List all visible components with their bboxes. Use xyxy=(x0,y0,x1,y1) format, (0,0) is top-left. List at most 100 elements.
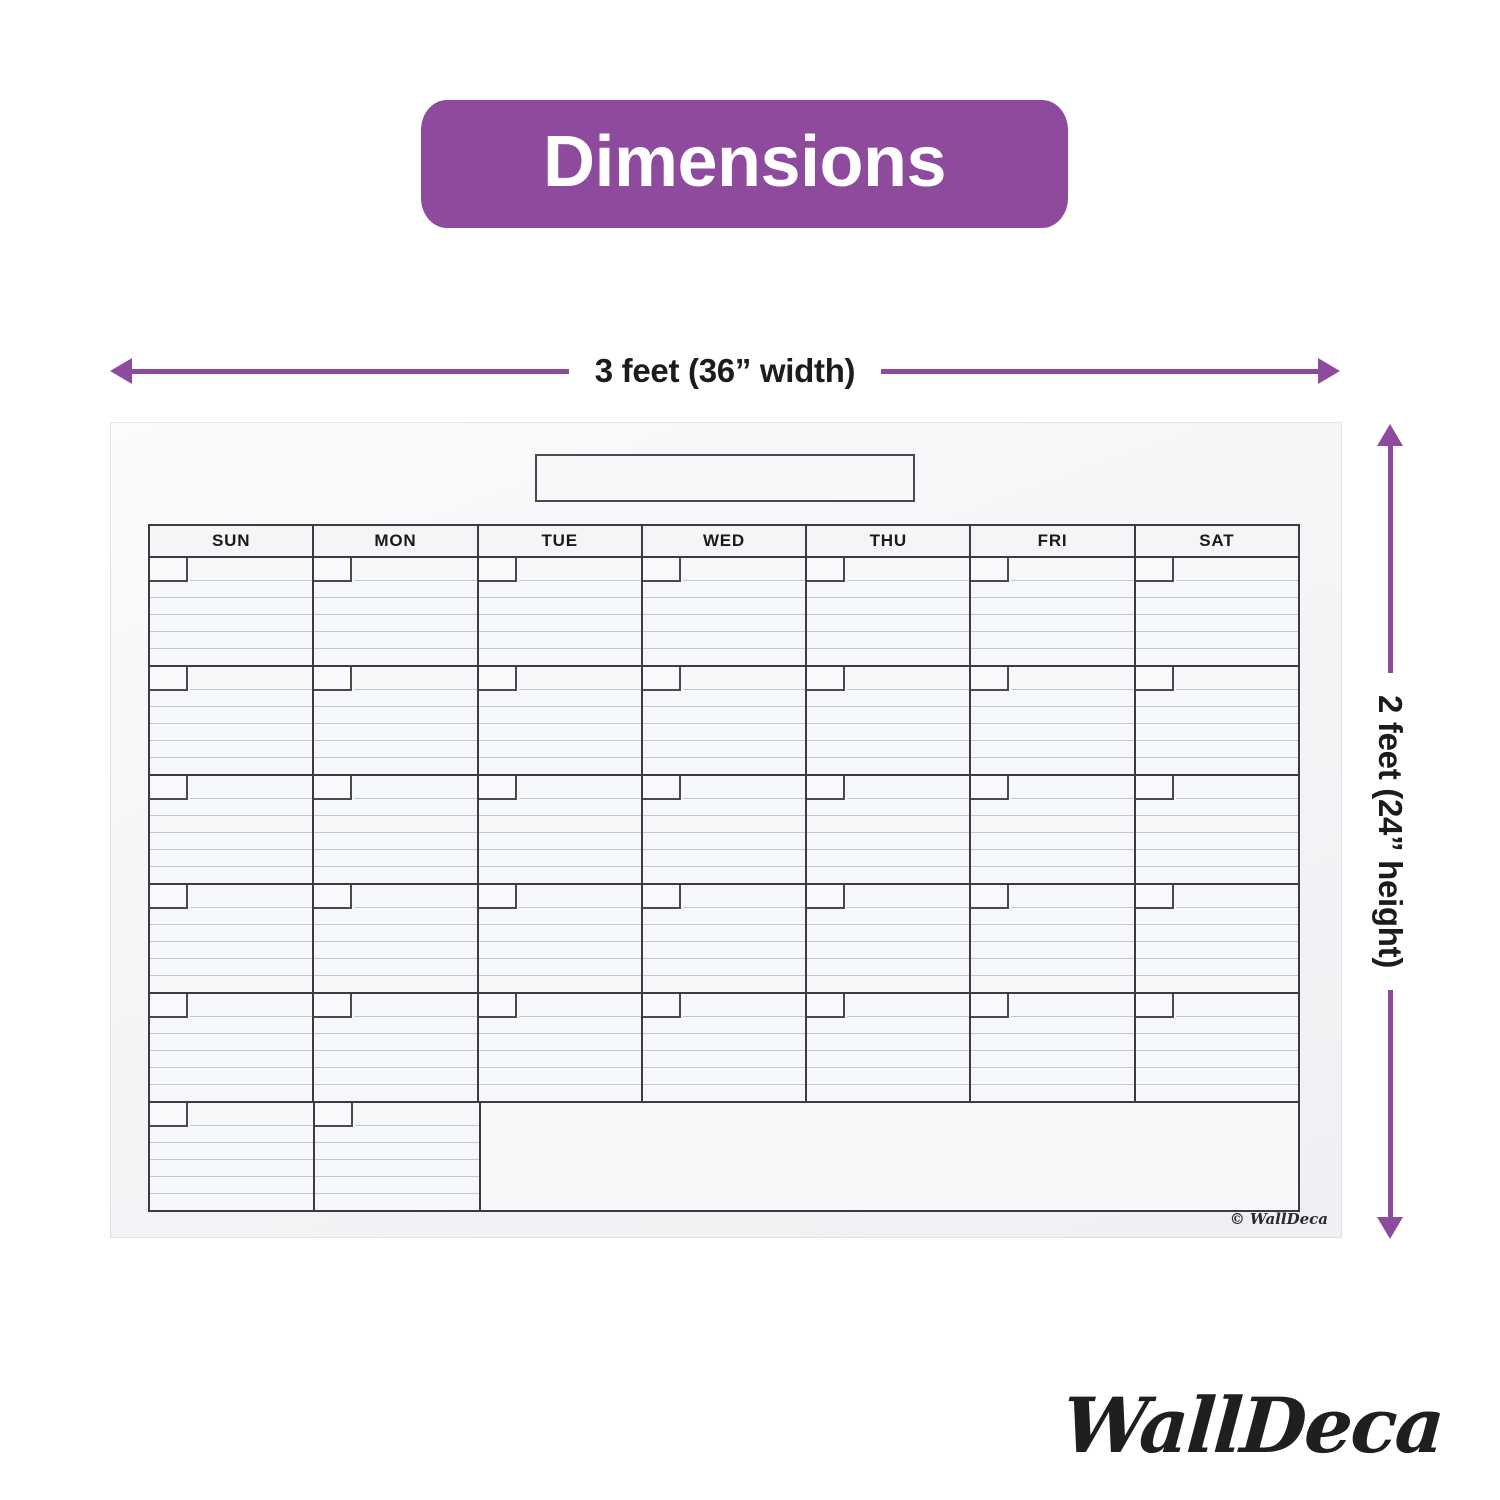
date-number-box[interactable] xyxy=(314,776,353,800)
calendar-day-cell[interactable] xyxy=(314,994,479,1101)
rule-line xyxy=(478,975,641,976)
calendar-day-cell[interactable] xyxy=(807,994,972,1101)
calendar-day-cell[interactable] xyxy=(314,885,479,992)
date-number-box[interactable] xyxy=(807,994,846,1018)
calendar-day-cell[interactable] xyxy=(478,776,643,883)
calendar-day-cell[interactable] xyxy=(1135,667,1298,774)
date-number-box[interactable] xyxy=(478,667,517,691)
rule-line xyxy=(354,689,477,690)
calendar-day-cell[interactable] xyxy=(478,558,643,665)
height-dimension-label: 2 feet (24” height) xyxy=(1372,695,1409,969)
date-number-box[interactable] xyxy=(971,776,1010,800)
calendar-day-cell[interactable] xyxy=(642,776,808,883)
date-number-box[interactable] xyxy=(1135,994,1174,1018)
calendar-product-photo: SUN MON TUE WED THU FRI SAT © WallDeca xyxy=(110,422,1342,1238)
calendar-day-cell[interactable] xyxy=(971,776,1136,883)
date-number-box[interactable] xyxy=(150,667,188,691)
calendar-day-cell[interactable] xyxy=(971,994,1136,1101)
calendar-day-cell[interactable] xyxy=(807,667,972,774)
date-number-box[interactable] xyxy=(150,994,188,1018)
date-number-box[interactable] xyxy=(314,558,353,582)
day-cell-rule-lines xyxy=(315,1103,479,1210)
calendar-day-cell[interactable] xyxy=(150,994,315,1101)
calendar-day-cell[interactable] xyxy=(971,885,1136,992)
calendar-day-cell[interactable] xyxy=(1135,558,1298,665)
date-number-box[interactable] xyxy=(1135,667,1174,691)
date-number-box[interactable] xyxy=(642,885,681,909)
date-number-box[interactable] xyxy=(150,885,188,909)
date-number-box[interactable] xyxy=(314,885,353,909)
calendar-day-cell[interactable] xyxy=(314,558,479,665)
date-number-box[interactable] xyxy=(642,558,681,582)
rule-line xyxy=(315,1193,479,1194)
calendar-day-cell[interactable] xyxy=(642,667,808,774)
calendar-day-cell[interactable] xyxy=(1135,776,1298,883)
calendar-day-cell[interactable] xyxy=(478,994,643,1101)
calendar-day-cell[interactable] xyxy=(971,558,1136,665)
date-number-box[interactable] xyxy=(971,885,1010,909)
dow-header-mon: MON xyxy=(314,526,479,556)
date-number-box[interactable] xyxy=(1135,776,1174,800)
rule-line xyxy=(190,907,313,908)
date-number-box[interactable] xyxy=(807,885,846,909)
calendar-day-cell[interactable] xyxy=(150,1103,316,1210)
rule-line xyxy=(150,1176,314,1177)
date-number-box[interactable] xyxy=(478,994,517,1018)
date-number-box[interactable] xyxy=(971,667,1010,691)
calendar-day-cell[interactable] xyxy=(478,885,643,992)
calendar-day-cell[interactable] xyxy=(150,776,315,883)
date-number-box[interactable] xyxy=(1135,885,1174,909)
calendar-day-cell[interactable] xyxy=(642,994,808,1101)
date-number-box[interactable] xyxy=(478,885,517,909)
date-number-box[interactable] xyxy=(478,558,517,582)
width-arrow-line-right xyxy=(881,368,1319,374)
rule-line xyxy=(642,1033,806,1034)
date-number-box[interactable] xyxy=(642,667,681,691)
day-cell-rule-lines xyxy=(807,776,970,883)
rule-line xyxy=(642,849,806,850)
date-number-box[interactable] xyxy=(314,667,353,691)
date-number-box[interactable] xyxy=(642,776,681,800)
rule-line xyxy=(682,907,806,908)
calendar-day-cell[interactable] xyxy=(1135,885,1298,992)
rule-line xyxy=(807,1067,970,1068)
calendar-day-cell[interactable] xyxy=(971,667,1136,774)
date-number-box[interactable] xyxy=(150,776,188,800)
date-number-box[interactable] xyxy=(807,776,846,800)
rule-line xyxy=(478,723,641,724)
rule-line xyxy=(682,689,806,690)
date-number-box[interactable] xyxy=(971,558,1010,582)
calendar-day-cell[interactable] xyxy=(642,885,808,992)
date-number-box[interactable] xyxy=(642,994,681,1018)
calendar-day-cell[interactable] xyxy=(807,885,972,992)
calendar-day-cell[interactable] xyxy=(807,776,972,883)
date-number-box[interactable] xyxy=(314,994,353,1018)
calendar-day-cell[interactable] xyxy=(642,558,808,665)
calendar-day-cell[interactable] xyxy=(315,1103,481,1210)
date-number-box[interactable] xyxy=(150,558,188,582)
date-number-box[interactable] xyxy=(807,558,846,582)
calendar-day-cell[interactable] xyxy=(1135,994,1298,1101)
dow-header-wed: WED xyxy=(642,526,808,556)
calendar-day-cell[interactable] xyxy=(807,558,972,665)
calendar-day-cell[interactable] xyxy=(150,558,315,665)
rule-line xyxy=(642,631,806,632)
date-number-box[interactable] xyxy=(150,1103,188,1127)
calendar-day-cell[interactable] xyxy=(478,667,643,774)
rule-line xyxy=(807,648,970,649)
calendar-notes-block[interactable] xyxy=(480,1103,1298,1210)
date-number-box[interactable] xyxy=(1135,558,1174,582)
calendar-day-cell[interactable] xyxy=(150,667,315,774)
date-number-box[interactable] xyxy=(315,1103,354,1127)
date-number-box[interactable] xyxy=(971,994,1010,1018)
date-number-box[interactable] xyxy=(478,776,517,800)
date-number-box[interactable] xyxy=(807,667,846,691)
day-cell-rule-lines xyxy=(314,667,477,774)
calendar-day-cell[interactable] xyxy=(150,885,315,992)
rule-line xyxy=(314,723,477,724)
calendar-day-cell[interactable] xyxy=(314,776,479,883)
day-cell-rule-lines xyxy=(478,667,641,774)
calendar-day-cell[interactable] xyxy=(314,667,479,774)
rule-line xyxy=(150,1084,313,1085)
rule-line xyxy=(478,757,641,758)
